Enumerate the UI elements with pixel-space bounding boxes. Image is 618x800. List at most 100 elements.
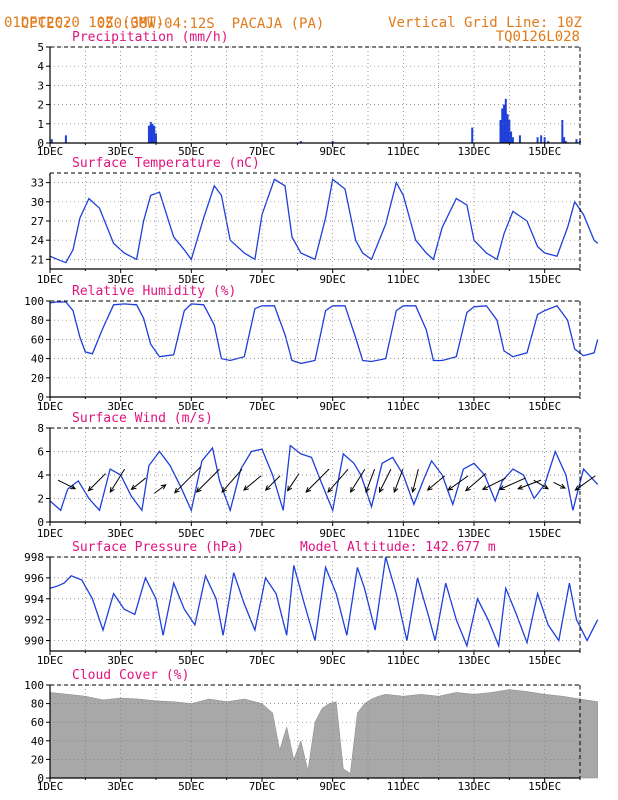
x-tick-label: 9DEC — [319, 145, 346, 158]
y-tick-label: 1 — [37, 118, 44, 131]
wind-arrow — [243, 475, 262, 491]
precip-bar — [331, 141, 334, 143]
y-tick-label: 996 — [24, 572, 44, 585]
header-code: TQ0126L028 — [495, 29, 580, 45]
wind-arrow-head — [264, 485, 271, 491]
y-tick-label: 0 — [37, 137, 44, 150]
wind-arrow — [131, 477, 147, 490]
wind-arrow-head — [327, 487, 333, 493]
header-grid-note: Vertical Grid Line: 10Z — [388, 15, 582, 31]
precip-bar — [50, 139, 53, 143]
y-tick-label: 60 — [31, 333, 44, 346]
y-tick-label: 80 — [31, 314, 44, 327]
wind-arrow-head — [574, 485, 581, 491]
header-place: PACAJA (PA) — [231, 16, 325, 32]
wind-arrow-head — [243, 485, 249, 491]
x-tick-label: 5DEC — [178, 273, 205, 286]
wind-arrow — [553, 481, 566, 489]
panel-title: Surface Pressure (hPa) — [72, 540, 244, 555]
wind-arrow-head — [130, 484, 137, 491]
x-tick-label: 1DEC — [37, 654, 64, 667]
wind-arrow-head — [426, 485, 433, 491]
y-tick-label: 0 — [37, 772, 44, 785]
x-tick-label: 3DEC — [107, 780, 134, 793]
y-tick-label: 3 — [37, 79, 44, 92]
y-tick-label: 994 — [24, 593, 44, 606]
y-tick-label: 24 — [31, 234, 45, 247]
x-tick-label: 5DEC — [178, 527, 205, 540]
precip-bar — [561, 119, 564, 143]
x-tick-label: 3DEC — [107, 654, 134, 667]
y-tick-label: 40 — [31, 353, 44, 366]
wind-arrow — [533, 479, 549, 490]
precip-bar — [506, 114, 509, 143]
precip-bar — [510, 131, 513, 143]
header-location: 050:38W-04:12S — [96, 16, 215, 32]
wind-arrow-head — [173, 487, 180, 494]
x-tick-label: 3DEC — [107, 527, 134, 540]
wind-arrow — [57, 479, 76, 490]
wind-arrow — [427, 475, 446, 491]
x-tick-label: 7DEC — [249, 527, 276, 540]
panel-0: 0 1 2 3 4 5 1DEC 3DEC 5DEC 7DEC 9DEC 11DEC 13DEC 15DE… — [37, 30, 581, 158]
panel-title: Surface Wind (m/s) — [72, 411, 213, 426]
panel-1: 21 24 27 30 33 1DEC 3DEC 5DEC 7DEC 9DEC 11DEC 13DEC… — [31, 156, 599, 286]
wind-arrow — [265, 475, 281, 491]
wind-arrow-head — [481, 485, 488, 490]
x-tick-label: 7DEC — [249, 400, 276, 413]
wind-arrow — [465, 473, 487, 492]
panel-5: 0 20 40 60 80 100 1DEC 3DEC 5DEC 7DEC 9DEC 11DEC 13D… — [24, 668, 598, 793]
wind-arrow-head — [305, 487, 312, 493]
x-tick-label: 11DEC — [387, 654, 420, 667]
x-tick-label: 13DEC — [457, 780, 490, 793]
precip-bar — [501, 108, 504, 143]
panel-4: 990 992 994 996 998 1DEC 3DEC 5DEC 7DEC 9DEC 11DEC… — [24, 540, 599, 667]
precip-bar — [518, 135, 521, 143]
precip-bar — [153, 125, 156, 143]
wind-arrow — [88, 473, 106, 492]
x-tick-label: 5DEC — [178, 145, 205, 158]
wind-arrow-head — [517, 484, 524, 490]
x-tick-label: 7DEC — [249, 780, 276, 793]
panel-annotation: Model Altitude: 142.677 m — [300, 540, 496, 555]
x-tick-label: 9DEC — [319, 273, 346, 286]
x-tick-label: 11DEC — [387, 145, 420, 158]
x-tick-label: 11DEC — [387, 273, 420, 286]
wind-arrow — [327, 468, 349, 493]
x-tick-label: 15DEC — [528, 273, 561, 286]
precip-bar — [499, 119, 502, 143]
wind-arrow-head — [349, 487, 356, 494]
wind-arrow — [518, 479, 542, 490]
x-tick-label: 7DEC — [249, 654, 276, 667]
y-tick-label: 2 — [37, 99, 44, 112]
x-tick-label: 1DEC — [37, 780, 64, 793]
x-tick-label: 7DEC — [249, 273, 276, 286]
cloud-area — [49, 689, 598, 779]
precip-bar — [299, 141, 302, 143]
wind-arrow — [575, 475, 596, 491]
precip-bar — [564, 141, 567, 143]
panel-title: Surface Temperature (nC) — [72, 156, 260, 171]
y-tick-label: 990 — [24, 635, 44, 648]
y-tick-label: 2 — [37, 493, 44, 506]
y-tick-label: 20 — [31, 372, 44, 385]
panel-title: Cloud Cover (%) — [72, 668, 189, 683]
precip-bar — [64, 135, 67, 143]
header-date: 01DEC2020 10Z (GMT) — [4, 15, 165, 31]
y-tick-label: 21 — [31, 253, 44, 266]
y-tick-label: 80 — [31, 698, 44, 711]
wind-arrow-head — [70, 484, 77, 490]
panel-2: 0 20 40 60 80 100 1DEC 3DEC 5DEC 7DEC 9DEC 11DEC 13D… — [24, 284, 599, 413]
wind-arrow-head — [87, 485, 94, 492]
y-tick-label: 30 — [31, 196, 44, 209]
wind-arrow-head — [160, 484, 167, 490]
panel-3: 0 2 4 6 8 1DEC 3DEC 5DEC 7DEC 9DEC 11DEC 13DEC 15DEC… — [37, 411, 599, 540]
wind-arrow-head — [464, 485, 471, 492]
wind-arrow — [499, 477, 526, 490]
x-tick-label: 3DEC — [107, 273, 134, 286]
wind-arrow-head — [365, 487, 370, 494]
y-tick-label: 20 — [31, 753, 44, 766]
y-tick-label: 0 — [37, 516, 44, 529]
x-tick-label: 7DEC — [249, 145, 276, 158]
wind-arrow — [482, 477, 506, 490]
